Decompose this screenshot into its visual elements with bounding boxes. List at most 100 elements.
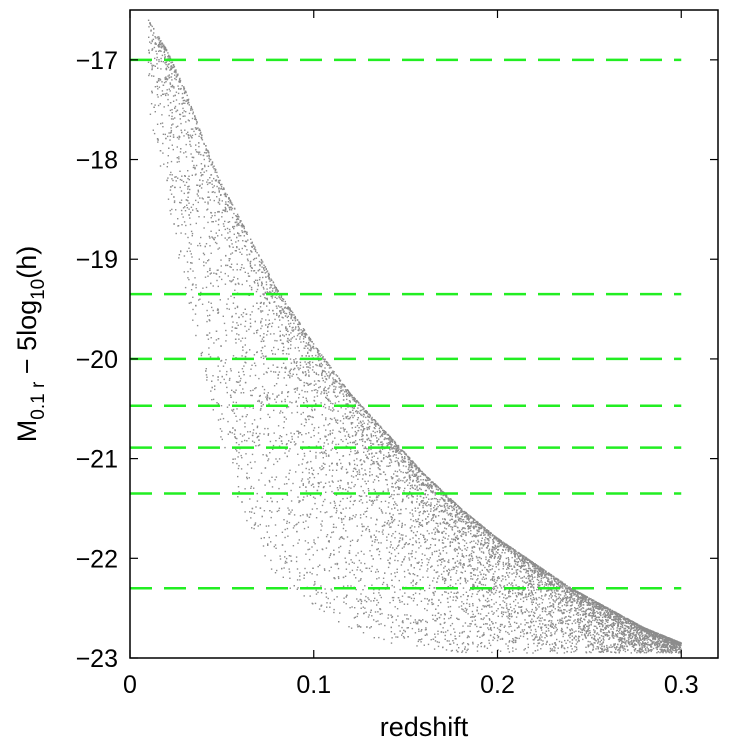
scatter-point <box>358 422 360 424</box>
scatter-point <box>358 495 361 497</box>
scatter-point <box>263 294 265 296</box>
scatter-point <box>162 142 164 145</box>
scatter-point <box>549 647 552 650</box>
scatter-point <box>309 345 312 347</box>
scatter-point <box>250 467 253 469</box>
scatter-point <box>418 628 420 630</box>
scatter-point <box>207 315 209 317</box>
scatter-point <box>374 611 377 613</box>
scatter-point <box>431 614 434 616</box>
scatter-point <box>349 441 352 444</box>
scatter-point <box>458 519 460 522</box>
scatter-point <box>376 495 378 497</box>
scatter-point <box>470 552 473 555</box>
scatter-point <box>232 321 234 323</box>
scatter-point <box>493 586 495 588</box>
scatter-point <box>652 647 655 650</box>
scatter-point <box>410 460 412 462</box>
scatter-point <box>461 510 463 512</box>
scatter-point <box>611 633 613 635</box>
scatter-point <box>477 574 479 577</box>
scatter-point <box>216 279 218 282</box>
scatter-point <box>386 483 388 486</box>
scatter-point <box>361 478 364 480</box>
scatter-point <box>153 75 155 77</box>
scatter-point <box>357 566 359 568</box>
scatter-point <box>601 650 603 652</box>
scatter-point <box>402 450 404 452</box>
scatter-point <box>561 612 563 614</box>
scatter-point <box>321 364 324 366</box>
scatter-point <box>424 493 426 496</box>
scatter-point <box>368 449 370 451</box>
scatter-point <box>463 545 466 547</box>
scatter-point <box>170 127 172 129</box>
scatter-point <box>668 640 670 642</box>
scatter-point <box>587 646 589 648</box>
scatter-point <box>437 515 440 517</box>
scatter-point <box>316 508 318 510</box>
scatter-point <box>464 622 467 624</box>
scatter-point <box>665 640 668 643</box>
scatter-point <box>514 629 516 632</box>
scatter-point <box>246 414 248 416</box>
scatter-point <box>301 448 303 450</box>
scatter-point <box>349 416 351 419</box>
scatter-point <box>411 525 413 527</box>
scatter-point <box>248 328 250 331</box>
scatter-point <box>490 589 492 591</box>
scatter-point <box>325 429 327 431</box>
scatter-point <box>368 428 370 430</box>
scatter-point <box>288 555 291 557</box>
scatter-point <box>607 611 610 614</box>
scatter-point <box>483 634 485 636</box>
scatter-point <box>459 520 461 522</box>
scatter-point <box>441 498 443 500</box>
scatter-point <box>466 649 468 652</box>
scatter-point <box>415 534 417 537</box>
scatter-point <box>175 69 177 71</box>
scatter-point <box>201 183 203 185</box>
scatter-point <box>250 487 252 489</box>
scatter-point <box>274 572 277 574</box>
scatter-point <box>580 628 582 630</box>
scatter-point <box>396 571 398 573</box>
scatter-point <box>535 634 537 636</box>
scatter-point <box>367 413 370 415</box>
scatter-point <box>485 547 488 549</box>
scatter-point <box>623 647 625 649</box>
scatter-point <box>214 191 216 194</box>
scatter-point <box>521 577 524 579</box>
scatter-point <box>288 307 291 309</box>
scatter-point <box>291 375 293 377</box>
scatter-point <box>181 175 183 177</box>
scatter-point <box>577 597 579 599</box>
scatter-point <box>354 443 357 446</box>
scatter-point <box>416 485 418 487</box>
scatter-point <box>494 570 496 573</box>
scatter-point <box>324 588 326 590</box>
scatter-point <box>241 435 244 437</box>
scatter-point <box>316 549 318 552</box>
scatter-point <box>356 598 358 600</box>
scatter-point <box>482 545 485 547</box>
scatter-point <box>337 489 339 491</box>
scatter-point <box>285 303 287 305</box>
scatter-point <box>573 631 575 633</box>
scatter-point <box>308 558 311 561</box>
scatter-point <box>661 643 664 646</box>
scatter-point <box>254 374 257 377</box>
scatter-point <box>389 443 391 445</box>
scatter-point <box>486 604 489 607</box>
scatter-point <box>461 519 464 521</box>
scatter-point <box>470 623 472 625</box>
scatter-point <box>390 443 392 445</box>
scatter-point <box>342 527 345 530</box>
scatter-point <box>192 203 194 206</box>
scatter-point <box>255 387 257 389</box>
scatter-point <box>613 643 615 645</box>
scatter-point <box>488 538 490 540</box>
scatter-point <box>451 568 453 571</box>
scatter-point <box>296 373 298 376</box>
scatter-point <box>500 555 502 557</box>
